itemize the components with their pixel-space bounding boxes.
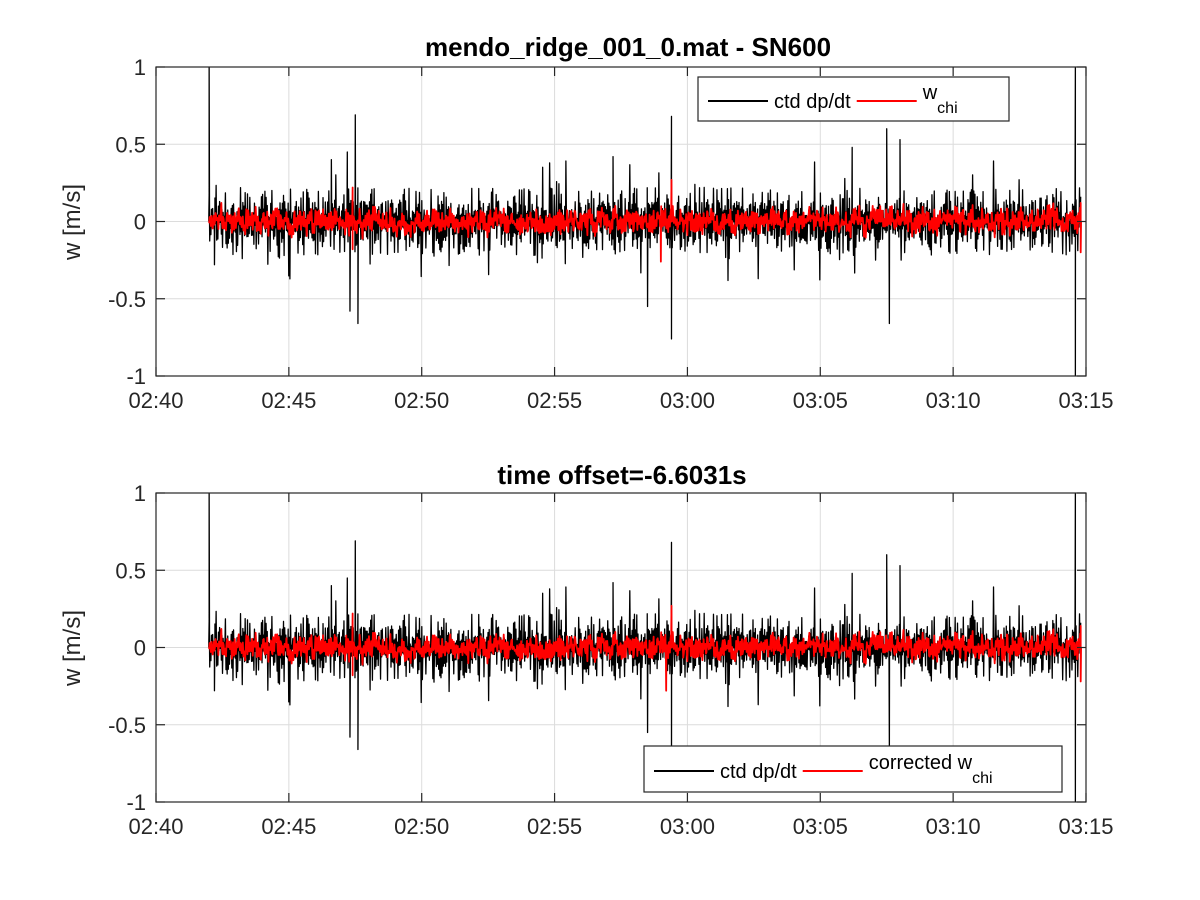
x-tick-label: 02:55 [527, 388, 582, 413]
y-tick-label: -1 [126, 790, 146, 815]
x-tick-label: 03:00 [660, 388, 715, 413]
series-line-wchi [208, 178, 1082, 263]
top-panel-title: mendo_ridge_001_0.mat - SN600 [425, 32, 831, 62]
legend: ctd dp/dt wchi [697, 76, 1010, 122]
x-tick-label: 03:05 [793, 814, 848, 839]
x-tick-label: 02:45 [261, 388, 316, 413]
legend: ctd dp/dt corrected wchi [643, 745, 1063, 793]
legend-label: wchi [922, 82, 958, 117]
y-tick-label: -0.5 [108, 713, 146, 738]
legend-label: ctd dp/dt [774, 91, 851, 113]
bottom-panel-ylabel: w [m/s] [59, 610, 86, 687]
y-tick-label: -1 [126, 364, 146, 389]
x-tick-label: 02:55 [527, 814, 582, 839]
x-tick-label: 02:50 [394, 388, 449, 413]
legend-label: ctd dp/dt [720, 761, 797, 783]
y-tick-label: 0.5 [115, 558, 146, 583]
top-panel: mendo_ridge_001_0.mat - SN600 w [m/s] 02… [59, 32, 1114, 413]
y-tick-label: 0.5 [115, 132, 146, 157]
x-tick-label: 03:00 [660, 814, 715, 839]
top-panel-ylabel: w [m/s] [59, 184, 86, 261]
legend-label: corrected wchi [869, 752, 993, 787]
y-tick-label: 1 [134, 55, 146, 80]
x-tick-label: 02:40 [128, 814, 183, 839]
y-tick-label: -0.5 [108, 287, 146, 312]
y-tick-label: 1 [134, 481, 146, 506]
bottom-panel: time offset=-6.6031s w [m/s] 02:40 02:45 0… [59, 460, 1114, 839]
x-tick-label: 03:10 [926, 388, 981, 413]
x-tick-label: 02:45 [261, 814, 316, 839]
x-tick-label: 02:40 [128, 388, 183, 413]
bottom-panel-title: time offset=-6.6031s [497, 460, 746, 490]
legend-box [697, 76, 1010, 122]
y-tick-label: 0 [134, 210, 146, 235]
x-tick-label: 03:05 [793, 388, 848, 413]
x-tick-label: 03:15 [1058, 388, 1113, 413]
x-tick-label: 03:10 [926, 814, 981, 839]
x-tick-label: 03:15 [1058, 814, 1113, 839]
series-line-wchi [208, 604, 1082, 692]
y-tick-label: 0 [134, 636, 146, 661]
x-tick-label: 02:50 [394, 814, 449, 839]
legend-box [643, 745, 1063, 793]
